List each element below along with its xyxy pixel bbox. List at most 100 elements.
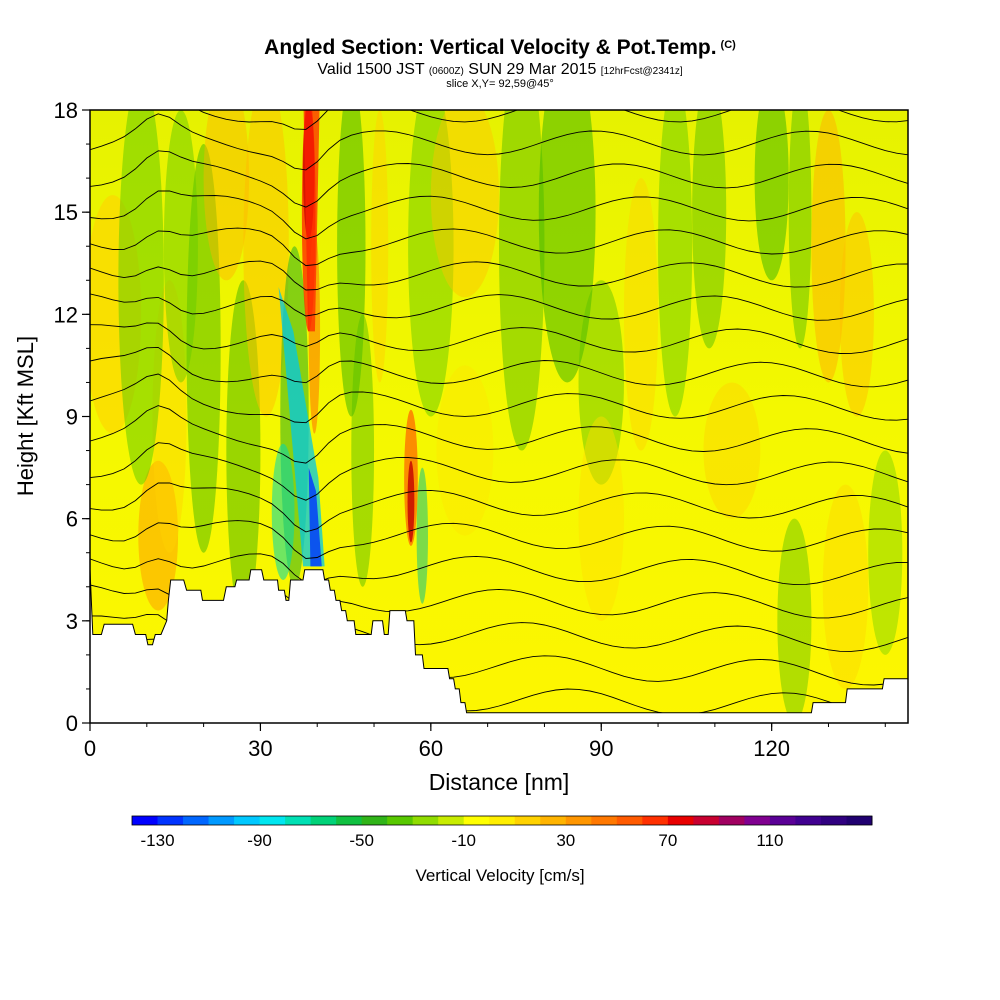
colorbar-swatch: [438, 816, 465, 825]
velocity-cell: [692, 110, 727, 349]
velocity-cell: [436, 365, 494, 536]
y-tick-label: 0: [66, 711, 78, 736]
y-tick-label: 18: [54, 98, 78, 123]
forecast-info: [12hrFcst@2341z]: [600, 66, 683, 77]
velocity-cell: [868, 450, 903, 655]
colorbar-swatch: [591, 816, 618, 825]
velocity-cell: [754, 110, 789, 281]
y-tick-label: 6: [66, 507, 78, 532]
colorbar-swatch: [744, 816, 771, 825]
velocity-cell: [163, 110, 198, 383]
colorbar-tick-label: -130: [141, 831, 175, 850]
terrain: [90, 569, 908, 723]
isentrope-line: [90, 260, 908, 291]
colorbar-swatch: [285, 816, 312, 825]
colorbar: -130 -90 -50 -10 30 70 110: [131, 815, 873, 850]
colorbar-swatch: [565, 816, 592, 825]
velocity-cell: [499, 110, 545, 451]
x-tick-label: 60: [419, 736, 443, 761]
y-tick-label: 15: [54, 200, 78, 225]
colorbar-swatch: [846, 816, 873, 825]
updraft-core: [303, 110, 320, 332]
isentrope-line: [90, 482, 908, 533]
isentrope-line: [90, 293, 908, 321]
chart-title: Angled Section: Vertical Velocity & Pot.…: [264, 36, 736, 59]
isentropes: [90, 110, 908, 720]
velocity-cell: [416, 467, 428, 604]
colorbar-frame: [131, 815, 873, 826]
velocity-cell: [408, 110, 454, 417]
velocity-cell: [623, 178, 659, 451]
velocity-cell: [578, 416, 624, 621]
isentrope-line: [90, 322, 908, 354]
colorbar-swatch: [540, 816, 567, 825]
colorbar-swatch: [769, 816, 796, 825]
colorbar-tick-label: -50: [349, 831, 374, 850]
colorbar-swatch: [387, 816, 414, 825]
y-tick-label: 3: [66, 609, 78, 634]
colorbar-swatch: [463, 816, 490, 825]
title-unit: (C): [720, 39, 736, 51]
valid-time: Valid 1500 JST: [317, 61, 425, 78]
velocity-cell: [777, 518, 812, 723]
colorbar-swatch: [132, 816, 159, 825]
velocity-cell: [371, 110, 389, 383]
colorbar-swatch: [208, 816, 235, 825]
colorbar-swatch: [718, 816, 745, 825]
colorbar-swatch: [183, 816, 210, 825]
x-tick-label: 30: [248, 736, 272, 761]
colorbar-swatch: [642, 816, 669, 825]
colorbar-swatch: [157, 816, 184, 825]
colorbar-swatch: [616, 816, 643, 825]
colorbar-swatch: [693, 816, 720, 825]
velocity-cell: [243, 110, 289, 417]
velocity-cell: [811, 110, 846, 383]
velocity-cell: [271, 443, 295, 580]
terrain-outline: [90, 569, 908, 723]
colorbar-tick-label: 70: [658, 831, 677, 850]
valid-date: SUN 29 Mar 2015: [468, 61, 597, 78]
isentrope-line: [90, 227, 908, 267]
x-tick-label: 90: [589, 736, 613, 761]
velocity-cell: [430, 110, 499, 298]
colorbar-tick-label: 30: [556, 831, 575, 850]
isentrope-line: [90, 190, 908, 240]
isentrope-line: [90, 113, 908, 171]
downdraft-peak: [308, 467, 322, 567]
x-tick-label: 120: [753, 736, 790, 761]
velocity-cell: [407, 460, 415, 543]
colorbar-swatch: [489, 816, 516, 825]
y-axis-label: Height [Kft MSL]: [13, 336, 38, 496]
x-axis-label: Distance [nm]: [429, 769, 570, 795]
colorbar-label: Vertical Velocity [cm/s]: [415, 866, 584, 885]
isentrope-line: [90, 405, 908, 464]
velocity-cell: [203, 110, 250, 281]
colorbar-tick-label: -10: [451, 831, 476, 850]
x-tick-label: 0: [84, 736, 96, 761]
isentrope-line: [90, 346, 908, 388]
velocity-cell: [351, 314, 375, 587]
colorbar-swatch: [310, 816, 337, 825]
colorbar-swatch: [259, 816, 286, 825]
colorbar-swatch: [336, 816, 363, 825]
valid-zulu: (0600Z): [428, 66, 464, 77]
isentrope-line: [90, 553, 908, 586]
y-tick-label: 9: [66, 405, 78, 430]
isentrope-line: [90, 520, 908, 559]
isentrope-line: [90, 110, 908, 130]
velocity-cell: [578, 280, 624, 485]
slice-info: slice X,Y= 92,59@45°: [446, 78, 554, 90]
colorbar-swatch: [361, 816, 388, 825]
colorbar-tick-label: 110: [756, 831, 783, 850]
plot-area: [90, 110, 908, 723]
velocity-cell: [658, 110, 693, 417]
velocity-cell: [138, 460, 179, 611]
isentrope-line: [90, 373, 908, 424]
colorbar-swatch: [412, 816, 439, 825]
colorbar-swatch: [820, 816, 847, 825]
velocity-cell: [538, 110, 596, 383]
y-tick-label: 12: [54, 302, 78, 327]
velocity-field: [90, 110, 903, 723]
colorbar-swatch: [514, 816, 541, 825]
